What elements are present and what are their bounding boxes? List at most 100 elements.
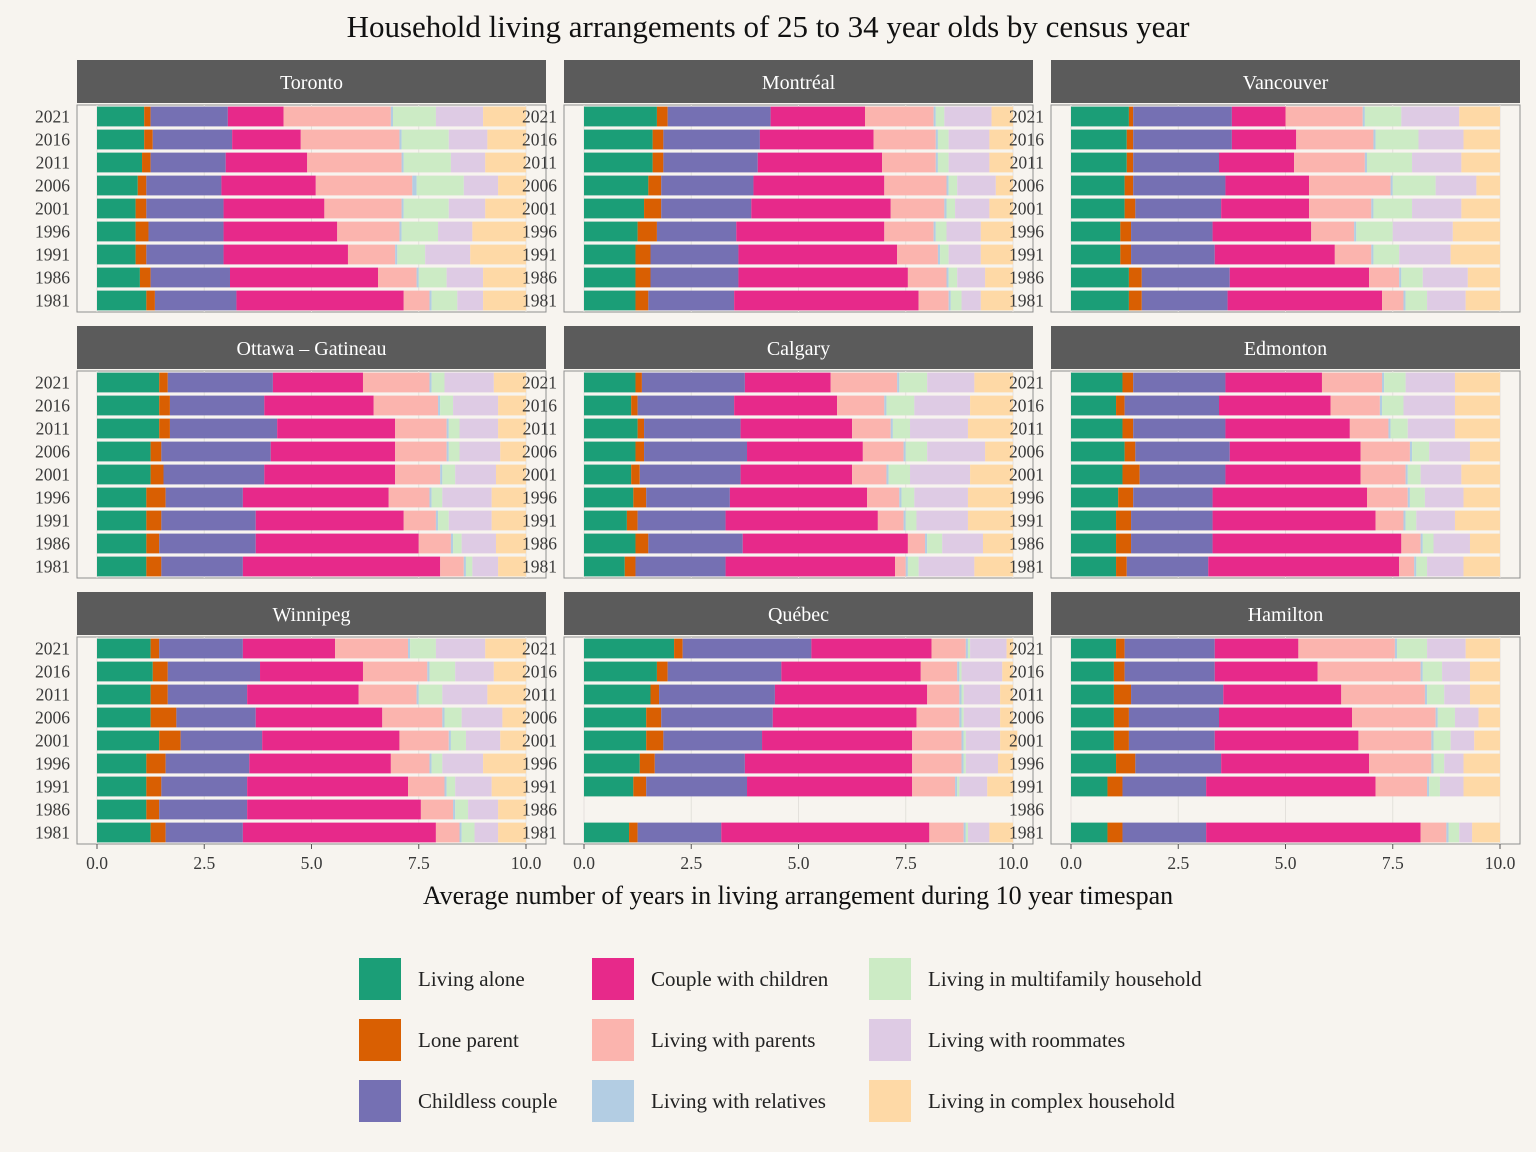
bar-living-in-multifamily-household — [1375, 129, 1419, 150]
bar-couple-with-children — [736, 221, 885, 242]
bar-living-with-relatives — [886, 464, 889, 485]
y-tick-label: 2021 — [522, 639, 557, 659]
bar-living-in-complex-household — [500, 730, 526, 751]
bar-living-with-roommates — [1407, 418, 1455, 439]
bar-living-alone — [584, 198, 645, 219]
bar-couple-with-children — [1227, 290, 1383, 311]
bar-living-in-complex-household — [1474, 730, 1500, 751]
bar-couple-with-children — [725, 556, 896, 577]
bar-living-in-multifamily-household — [1422, 533, 1434, 554]
bar-living-with-roommates — [918, 556, 975, 577]
bar-living-in-multifamily-household — [1382, 395, 1404, 416]
bar-living-with-relatives — [1362, 106, 1365, 127]
panel-strip — [564, 592, 1033, 635]
bar-lone-parent — [1113, 707, 1129, 728]
bar-living-alone — [97, 244, 136, 265]
bar-lone-parent — [1128, 106, 1134, 127]
bar-living-with-parents — [1401, 533, 1421, 554]
bar-living-with-relatives — [1424, 684, 1428, 705]
bar-living-with-parents — [1309, 175, 1391, 196]
bar-living-in-multifamily-household — [1416, 556, 1428, 577]
bar-living-with-parents — [1321, 372, 1383, 393]
bar-childless-couple — [637, 510, 726, 531]
bar-living-with-relatives — [395, 244, 398, 265]
y-tick-label: 1991 — [35, 511, 70, 531]
bar-living-with-roommates — [1424, 487, 1464, 508]
bar-lone-parent — [1126, 152, 1134, 173]
y-tick-label: 1986 — [522, 534, 557, 554]
bar-lone-parent — [146, 533, 160, 554]
bar-living-alone — [1071, 175, 1125, 196]
bar-living-alone — [1071, 510, 1117, 531]
bar-lone-parent — [1118, 487, 1134, 508]
bar-living-in-multifamily-household — [444, 707, 462, 728]
bar-living-in-multifamily-household — [1390, 418, 1408, 439]
bar-living-with-parents — [877, 510, 904, 531]
bar-childless-couple — [161, 556, 243, 577]
bar-living-in-multifamily-household — [935, 221, 947, 242]
y-tick-label: 2006 — [522, 176, 557, 196]
bar-living-in-multifamily-household — [401, 221, 439, 242]
bar-couple-with-children — [1223, 684, 1342, 705]
bar-couple-with-children — [223, 198, 325, 219]
bar-living-in-multifamily-household — [1407, 464, 1421, 485]
y-tick-label: 2016 — [522, 662, 557, 682]
bar-living-alone — [97, 638, 151, 659]
bar-living-in-multifamily-household — [393, 106, 436, 127]
bar-couple-with-children — [1214, 638, 1299, 659]
panel-title: Edmonton — [1244, 338, 1327, 360]
bar-living-alone — [97, 730, 160, 751]
bar-childless-couple — [1131, 684, 1224, 705]
panel-strip — [77, 326, 546, 369]
bar-childless-couple — [1133, 175, 1226, 196]
bar-childless-couple — [661, 707, 773, 728]
bar-living-with-roommates — [450, 152, 486, 173]
panel-strip — [564, 60, 1033, 103]
bar-living-in-complex-household — [980, 244, 1013, 265]
bar-lone-parent — [635, 290, 649, 311]
bar-living-with-parents — [1360, 464, 1406, 485]
bar-living-alone — [97, 441, 151, 462]
bar-living-with-parents — [907, 533, 926, 554]
bar-living-in-multifamily-household — [967, 638, 971, 659]
bar-living-with-relatives — [948, 290, 951, 311]
legend-label: Living with parents — [651, 1028, 815, 1052]
bar-living-in-multifamily-household — [1405, 510, 1417, 531]
bar-lone-parent — [1122, 464, 1140, 485]
bar-living-with-relatives — [440, 464, 443, 485]
bar-living-in-multifamily-household — [946, 198, 956, 219]
bar-couple-with-children — [811, 638, 932, 659]
bar-living-with-parents — [362, 661, 428, 682]
bar-living-with-relatives — [957, 661, 960, 682]
bar-living-in-complex-household — [987, 776, 1013, 797]
bar-living-with-parents — [912, 730, 962, 751]
bar-living-in-complex-household — [1454, 395, 1500, 416]
bar-living-with-roommates — [461, 707, 503, 728]
bar-living-with-parents — [307, 152, 402, 173]
bar-living-with-roommates — [927, 441, 986, 462]
bar-lone-parent — [159, 395, 170, 416]
bar-living-in-multifamily-household — [453, 533, 462, 554]
bar-living-alone — [97, 753, 147, 774]
bar-living-alone — [97, 221, 136, 242]
y-tick-label: 1986 — [522, 800, 557, 820]
bar-living-with-roommates — [1399, 244, 1451, 265]
y-tick-label: 2011 — [36, 419, 70, 439]
legend-item-childless-couple: Childless couple — [359, 1080, 557, 1122]
bar-living-with-relatives — [1403, 510, 1406, 531]
bar-living-in-complex-household — [483, 267, 526, 288]
bar-lone-parent — [146, 510, 162, 531]
bar-living-alone — [584, 129, 653, 150]
bar-couple-with-children — [1214, 661, 1318, 682]
bar-lone-parent — [631, 464, 640, 485]
bar-lone-parent — [635, 533, 649, 554]
bar-living-with-roommates — [455, 661, 494, 682]
legend-label: Living alone — [418, 967, 525, 991]
bar-couple-with-children — [1229, 267, 1370, 288]
x-tick-label: 5.0 — [1275, 853, 1297, 873]
bar-living-with-roommates — [1412, 152, 1462, 173]
bar-living-in-multifamily-household — [440, 395, 454, 416]
bar-living-in-complex-household — [980, 221, 1013, 242]
bar-living-in-complex-household — [1476, 175, 1500, 196]
bar-living-alone — [97, 510, 147, 531]
